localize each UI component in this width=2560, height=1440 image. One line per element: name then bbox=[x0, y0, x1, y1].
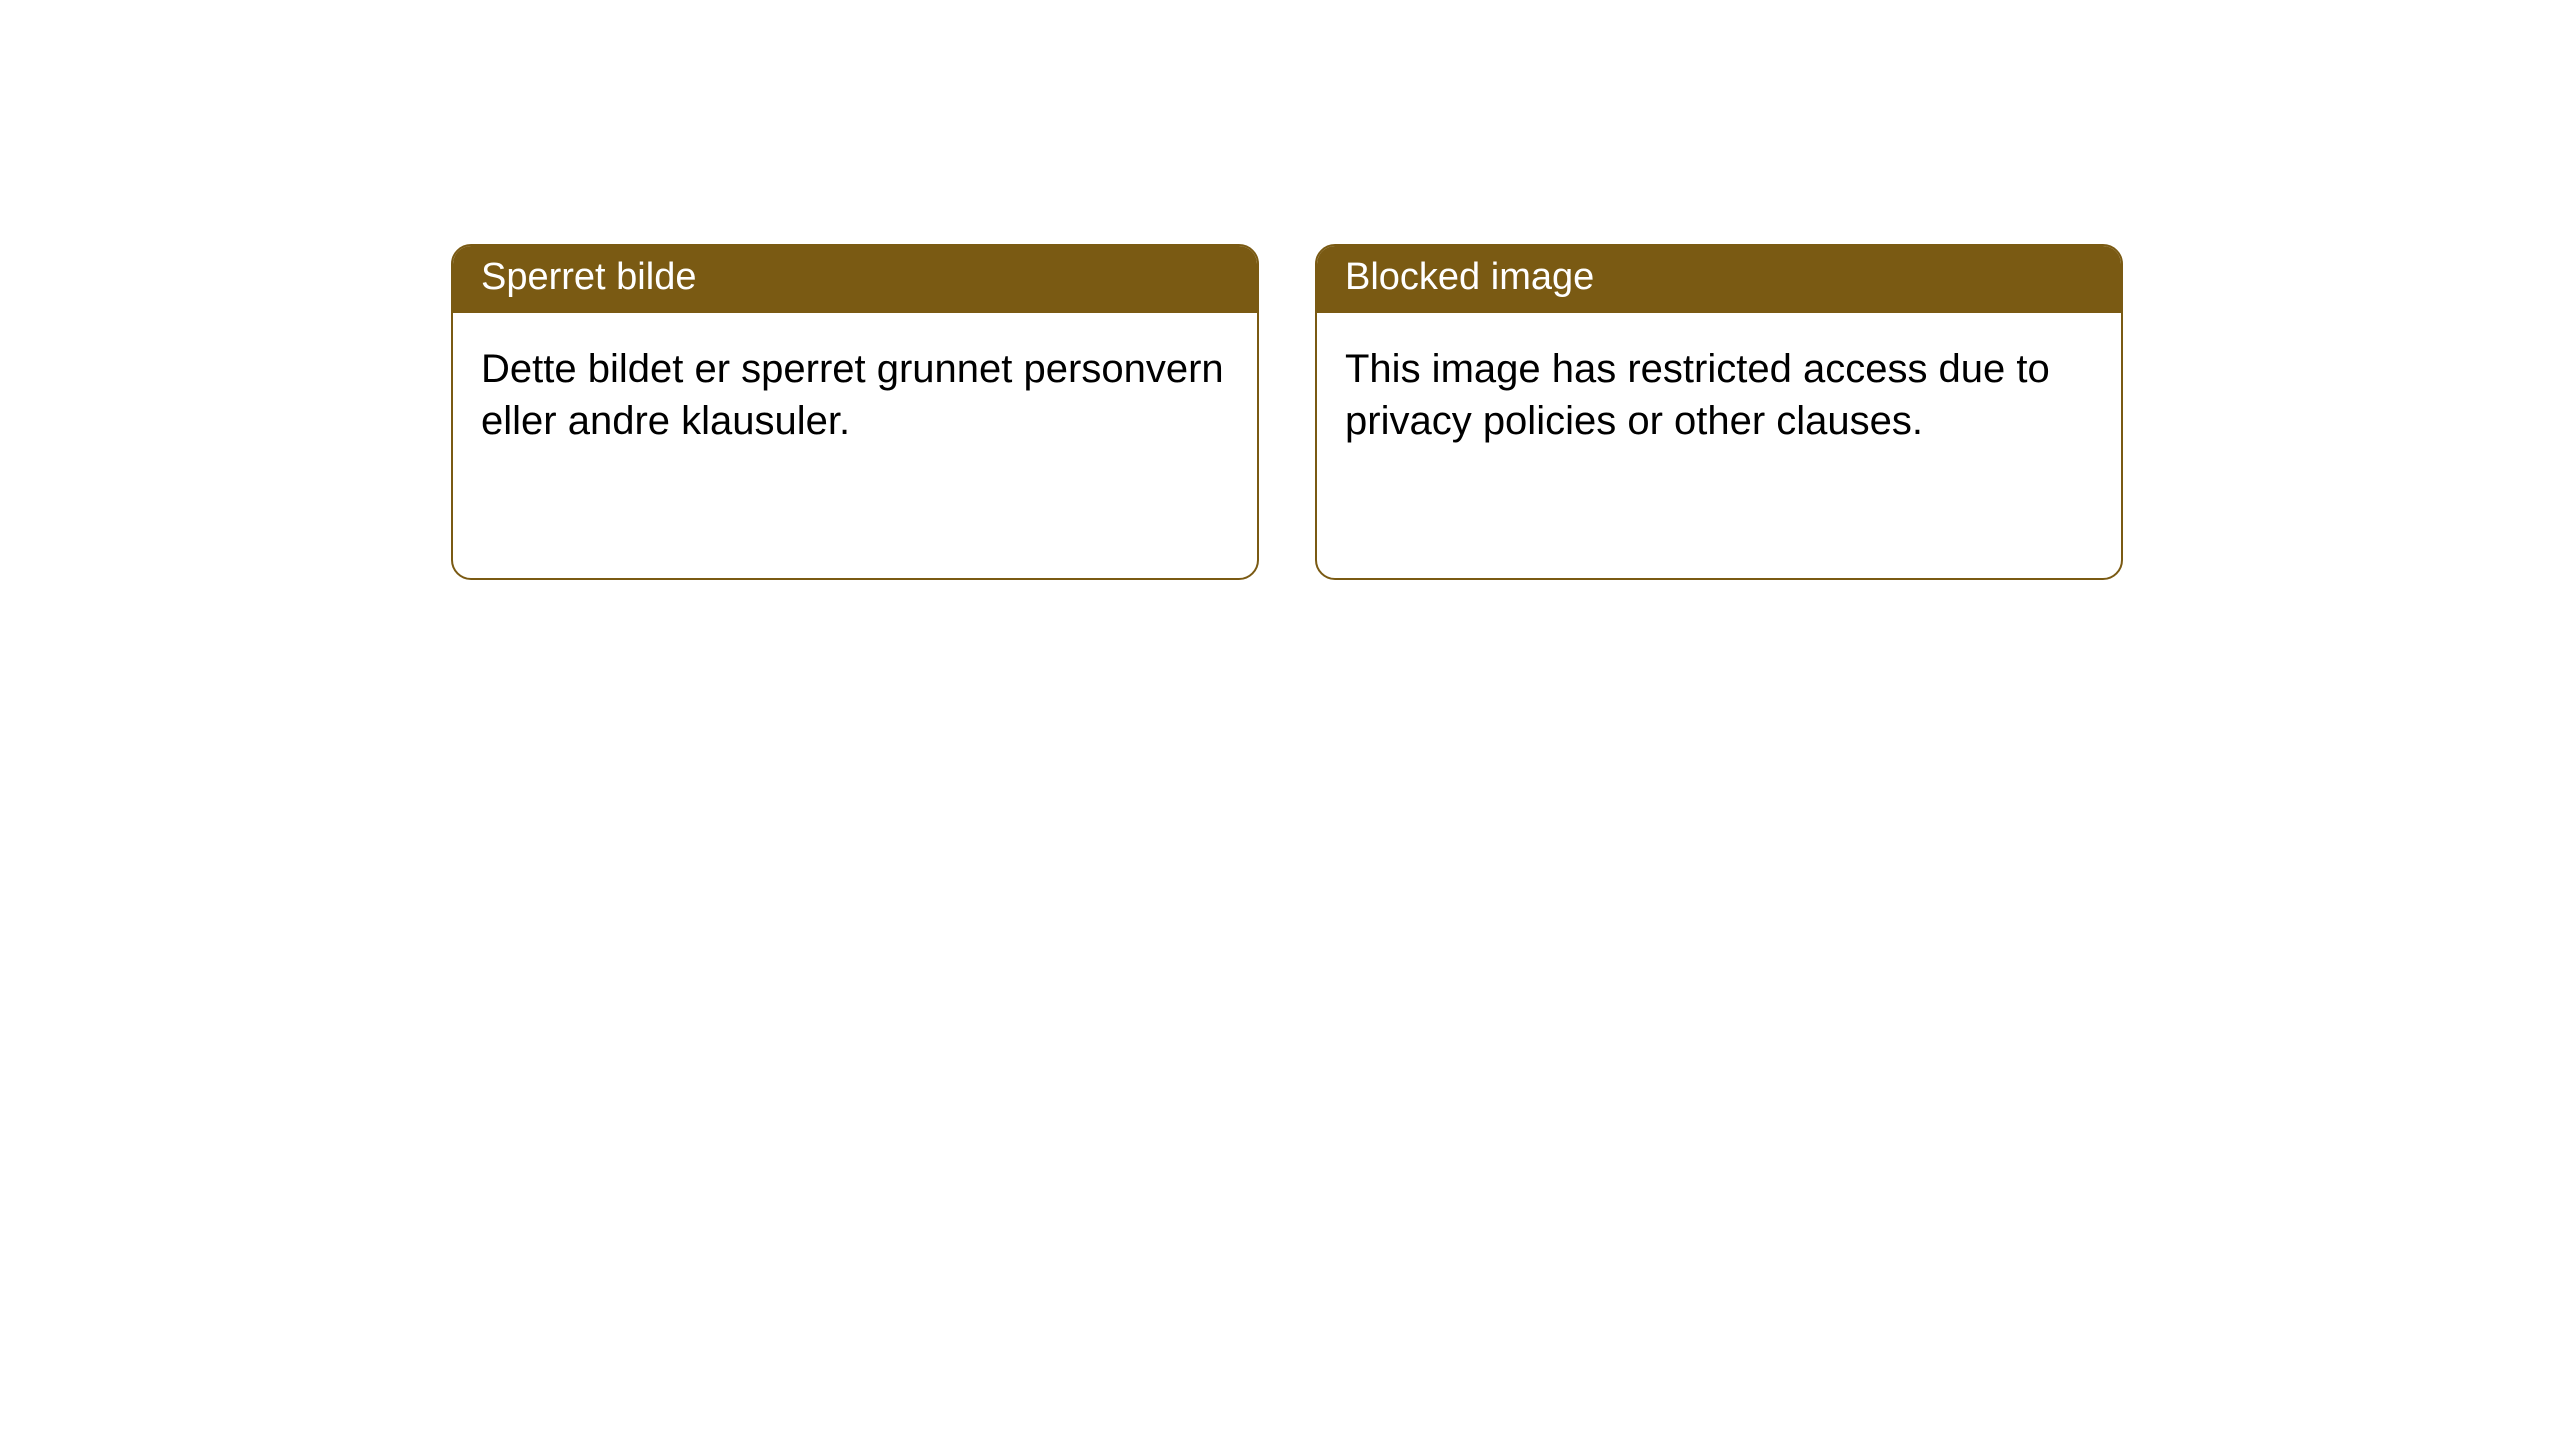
notice-card-norwegian: Sperret bilde Dette bildet er sperret gr… bbox=[451, 244, 1259, 580]
notice-body-english: This image has restricted access due to … bbox=[1317, 313, 2121, 477]
notice-header-english: Blocked image bbox=[1317, 246, 2121, 313]
notice-card-english: Blocked image This image has restricted … bbox=[1315, 244, 2123, 580]
notice-body-norwegian: Dette bildet er sperret grunnet personve… bbox=[453, 313, 1257, 477]
notice-header-norwegian: Sperret bilde bbox=[453, 246, 1257, 313]
notice-container: Sperret bilde Dette bildet er sperret gr… bbox=[451, 244, 2123, 580]
